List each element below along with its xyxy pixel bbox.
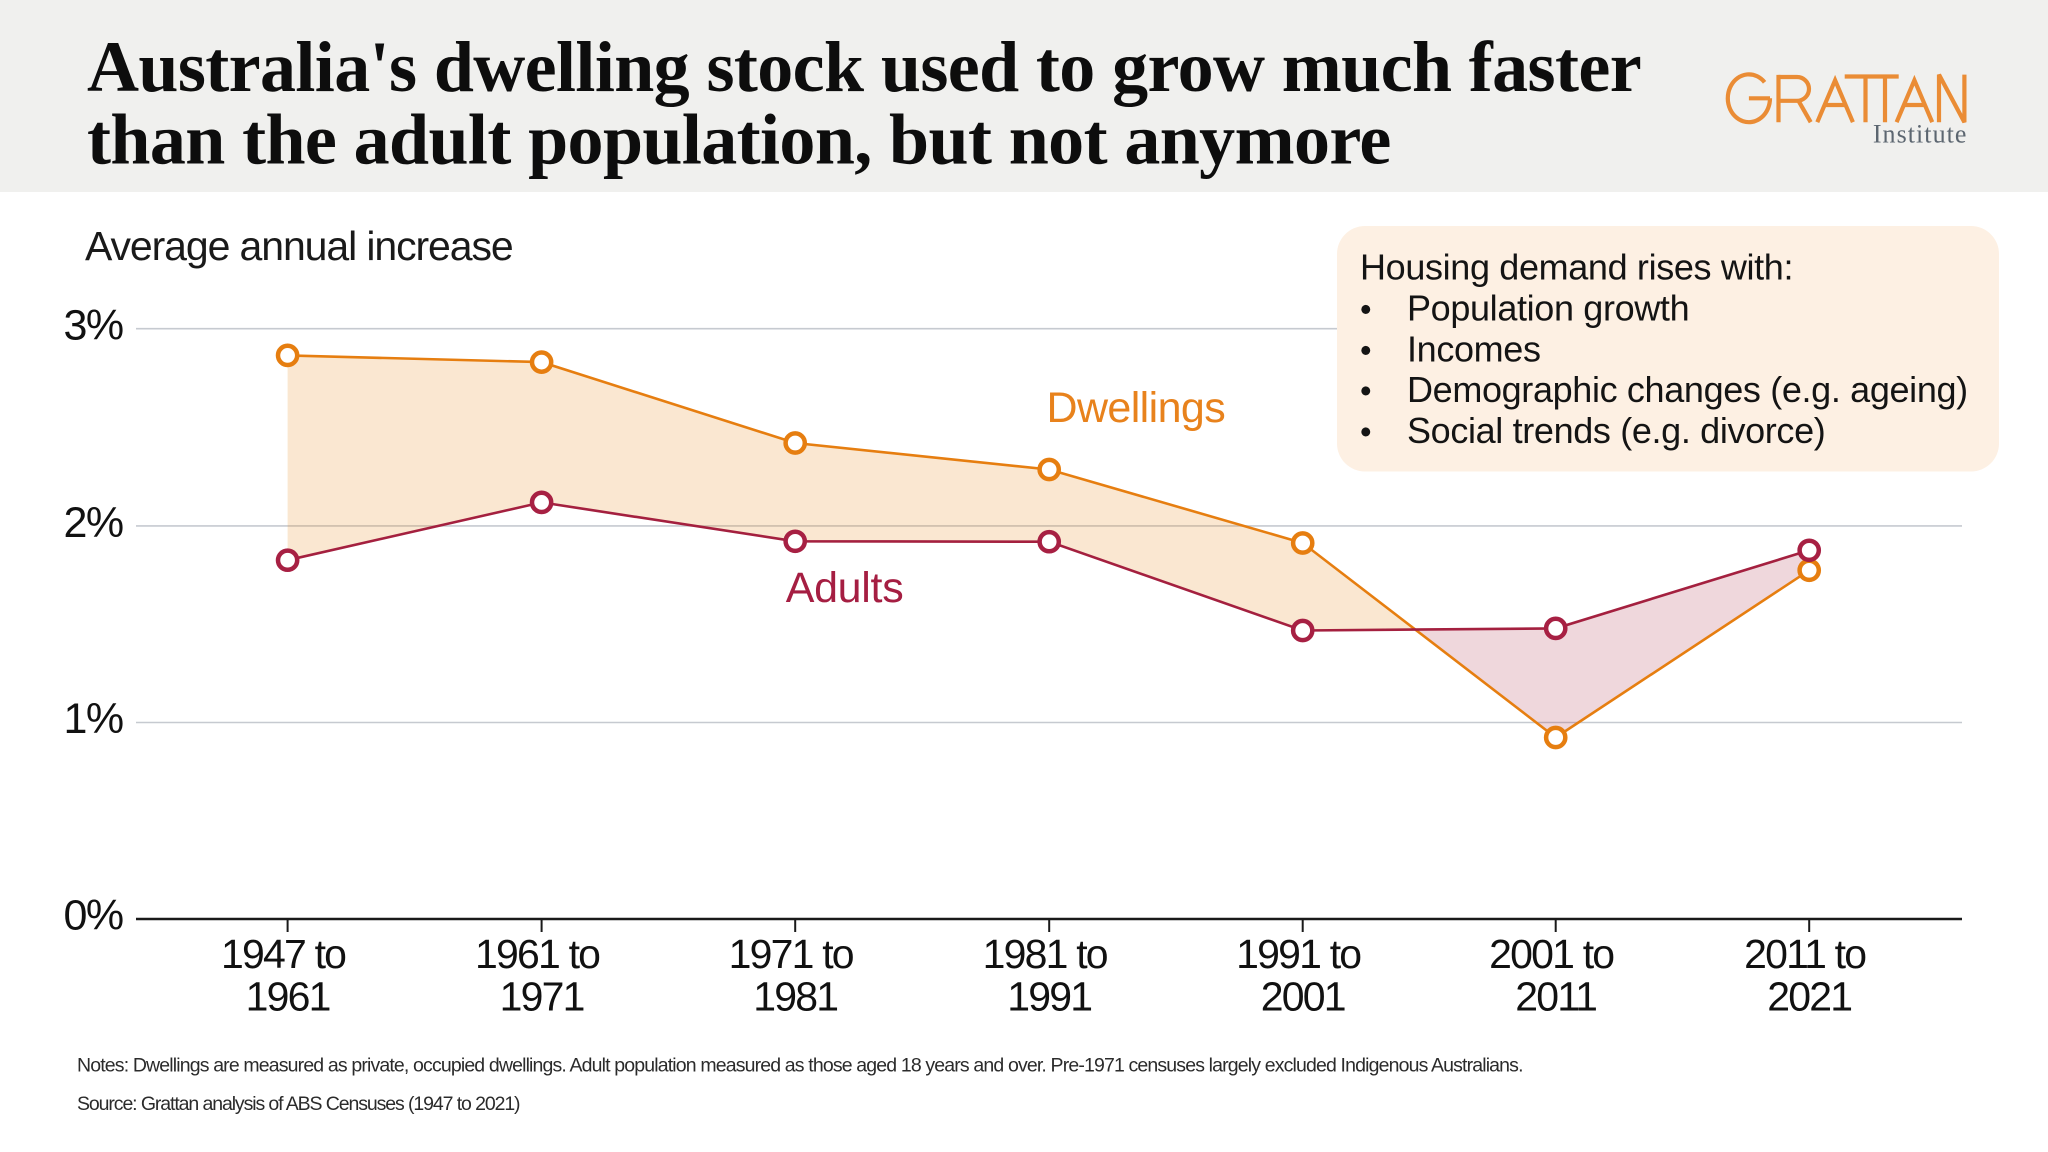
svg-text:1981 to: 1981 to [983, 931, 1108, 977]
svg-text:1961 to: 1961 to [475, 931, 600, 977]
svg-text:2001 to: 2001 to [1489, 931, 1614, 977]
svg-text:Incomes: Incomes [1407, 328, 1541, 369]
svg-text:•: • [1360, 413, 1371, 450]
svg-text:Population growth: Population growth [1407, 288, 1689, 329]
svg-text:Source: Grattan analysis of AB: Source: Grattan analysis of ABS Censuses… [77, 1093, 520, 1115]
svg-text:Adults: Adults [786, 564, 904, 612]
svg-text:•: • [1360, 291, 1371, 328]
svg-text:0%: 0% [64, 892, 123, 940]
svg-text:1981: 1981 [753, 974, 837, 1020]
svg-text:Housing demand rises with:: Housing demand rises with: [1360, 247, 1793, 288]
svg-text:Average annual increase: Average annual increase [85, 223, 513, 269]
svg-text:2021: 2021 [1767, 974, 1851, 1020]
svg-text:Institute: Institute [1873, 120, 1968, 149]
svg-text:2011 to: 2011 to [1744, 931, 1866, 977]
svg-text:1971 to: 1971 to [729, 931, 854, 977]
svg-text:Notes: Dwellings are measured: Notes: Dwellings are measured as private… [77, 1055, 1523, 1077]
svg-text:Social trends (e.g. divorce): Social trends (e.g. divorce) [1407, 410, 1825, 451]
svg-text:Demographic changes (e.g. agei: Demographic changes (e.g. ageing) [1407, 369, 1968, 410]
svg-text:2001: 2001 [1261, 974, 1345, 1020]
svg-text:•: • [1360, 331, 1371, 368]
svg-text:1971: 1971 [500, 974, 584, 1020]
svg-text:1%: 1% [64, 695, 123, 743]
svg-text:3%: 3% [64, 302, 123, 350]
svg-text:2%: 2% [64, 499, 123, 547]
svg-text:1991: 1991 [1007, 974, 1091, 1020]
svg-text:•: • [1360, 372, 1371, 409]
svg-text:1947 to: 1947 to [221, 931, 346, 977]
svg-text:than the adult population, but: than the adult population, but not anymo… [87, 100, 1391, 180]
svg-text:Australia's dwelling stock use: Australia's dwelling stock used to grow … [87, 27, 1641, 107]
svg-text:1991 to: 1991 to [1236, 931, 1361, 977]
svg-text:Dwellings: Dwellings [1047, 384, 1226, 432]
svg-text:2011: 2011 [1515, 974, 1596, 1020]
svg-text:1961: 1961 [246, 974, 330, 1020]
